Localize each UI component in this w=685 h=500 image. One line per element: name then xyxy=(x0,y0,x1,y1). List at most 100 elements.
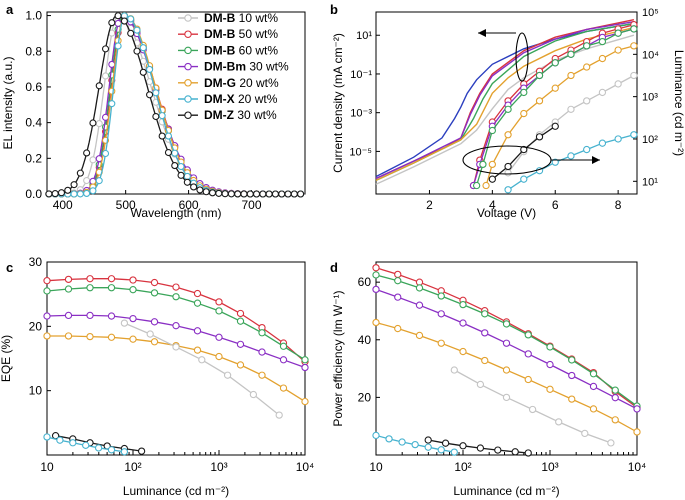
panel-c: c 10 10² 10³ 10⁴ 10 20 30 Luminance (cd m⁻²) EQE … xyxy=(0,255,314,498)
efficiency-point xyxy=(372,285,380,294)
y-axis-label: Power efficiency (lm W⁻¹) xyxy=(331,290,345,426)
spectrum-point xyxy=(171,149,179,157)
efficiency-point xyxy=(415,284,424,292)
legend-marker xyxy=(184,46,192,55)
y-tick-label: 10⁻³ xyxy=(350,108,372,120)
legend-marker xyxy=(184,111,192,119)
y-tick-label: 0.8 xyxy=(25,44,42,58)
spectrum-point xyxy=(183,172,191,180)
efficiency-point xyxy=(193,299,202,307)
efficiency-point xyxy=(301,363,309,372)
spectrum-point xyxy=(108,100,116,108)
efficiency-point xyxy=(611,416,619,424)
efficiency-point xyxy=(372,431,380,440)
legend-marker xyxy=(184,30,192,38)
annotation-ellipse-current xyxy=(515,32,529,82)
efficiency-point xyxy=(511,448,519,456)
spectrum-point xyxy=(89,156,97,164)
spectrum-point xyxy=(139,44,147,52)
efficiency-point xyxy=(502,393,511,402)
efficiency-point xyxy=(129,276,137,284)
spectrum-point xyxy=(133,47,141,55)
efficiency-point xyxy=(150,289,159,297)
y2-tick-label: 10⁴ xyxy=(642,49,659,61)
y-tick-label: 1.0 xyxy=(25,9,42,23)
efficiency-point xyxy=(107,333,116,341)
efficiency-point xyxy=(198,356,206,364)
spectrum-point xyxy=(101,149,110,158)
efficiency-point xyxy=(82,441,90,449)
luminance-point xyxy=(614,135,622,143)
legend-entry: DM-Bm 30 wt% xyxy=(204,60,289,74)
spectrum-point xyxy=(95,177,103,185)
y2-tick-label: 10³ xyxy=(642,92,658,104)
efficiency-point xyxy=(568,371,576,380)
efficiency-point xyxy=(394,293,402,301)
efficiency-point xyxy=(56,436,64,444)
y-tick-label: 0.6 xyxy=(25,80,42,94)
y-tick-label: 20 xyxy=(358,390,372,404)
efficiency-point xyxy=(146,330,154,338)
x-tick-label: 10 xyxy=(369,460,383,474)
luminance-point xyxy=(630,71,638,80)
efficiency-point xyxy=(94,444,103,452)
efficiency-point xyxy=(43,332,51,340)
efficiency-point xyxy=(223,371,232,379)
efficiency-point xyxy=(589,382,598,391)
spectrum-point xyxy=(177,162,185,171)
efficiency-line xyxy=(124,322,280,416)
efficiency-point xyxy=(568,356,576,364)
legend-entry: DM-G 20 wt% xyxy=(204,76,279,90)
efficiency-point xyxy=(150,278,159,287)
x-tick-label: 10⁴ xyxy=(296,460,315,474)
legend-entry: DM-X 20 wt% xyxy=(204,92,278,106)
spectrum-point xyxy=(215,189,223,197)
spectrum-point xyxy=(152,89,160,97)
luminance-point xyxy=(504,162,512,171)
luminance-point xyxy=(535,133,544,141)
luminance-point xyxy=(551,84,559,92)
efficiency-point xyxy=(107,312,116,320)
efficiency-point xyxy=(437,446,445,454)
y-tick-label: 20 xyxy=(29,319,43,333)
y-tick-label: 60 xyxy=(358,275,372,289)
x-tick-label: 10³ xyxy=(541,460,558,474)
luminance-point xyxy=(520,88,528,97)
spectrum-point xyxy=(76,169,84,177)
spectrum-point xyxy=(89,187,97,195)
efficiency-point xyxy=(43,277,51,285)
efficiency-point xyxy=(193,327,202,335)
spectrum-point xyxy=(290,190,298,198)
legend-a: DM-B 10 wt% DM-B 50 wt% DM-B 60 wt% DM-Bm 3… xyxy=(178,11,289,122)
spectrum-point xyxy=(297,190,305,198)
spectrum-point xyxy=(183,178,191,186)
y-tick-label: 40 xyxy=(358,333,372,347)
efficiency-point xyxy=(524,449,532,457)
spectrum-point xyxy=(202,188,210,196)
efficiency-point xyxy=(611,386,619,394)
efficiency-point xyxy=(394,324,402,333)
efficiency-point xyxy=(279,342,288,350)
efficiency-point xyxy=(581,429,589,438)
efficiency-point xyxy=(129,314,137,323)
legend-entry: DM-Z 30 wt% xyxy=(204,108,277,122)
efficiency-line xyxy=(375,288,638,410)
luminance-point xyxy=(551,158,559,166)
spectrum-point xyxy=(146,65,154,73)
luminance-point xyxy=(504,186,512,194)
efficiency-point xyxy=(394,277,402,285)
efficiency-point xyxy=(69,439,77,447)
legend-marker xyxy=(184,14,192,22)
panel-b-frame xyxy=(375,11,638,195)
efficiency-point xyxy=(372,271,380,279)
efficiency-point xyxy=(437,310,445,318)
legend-marker xyxy=(184,95,192,103)
efficiency-point xyxy=(172,322,180,330)
efficiency-point xyxy=(86,332,94,341)
spectrum-point xyxy=(278,190,286,198)
x-axis-label: Voltage (V) xyxy=(477,206,536,220)
efficiency-point xyxy=(589,370,598,378)
luminance-point xyxy=(504,169,512,177)
efficiency-point xyxy=(633,405,641,413)
luminance-point xyxy=(567,71,575,80)
